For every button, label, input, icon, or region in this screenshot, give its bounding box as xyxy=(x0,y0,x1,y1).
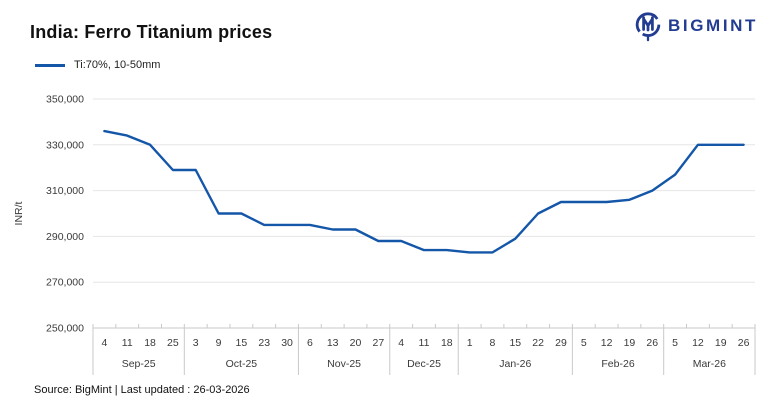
x-date-label: 13 xyxy=(327,337,339,349)
x-date-label: 5 xyxy=(581,337,587,349)
x-month-label: Mar-26 xyxy=(693,358,726,370)
x-date-label: 27 xyxy=(373,337,385,349)
bigmint-logo-icon xyxy=(633,10,663,42)
x-date-label: 29 xyxy=(555,337,567,349)
x-month-label: Jan-26 xyxy=(499,358,531,370)
x-date-label: 3 xyxy=(193,337,199,349)
y-tick-label: 350,000 xyxy=(46,94,84,106)
x-date-label: 6 xyxy=(307,337,313,349)
x-date-label: 20 xyxy=(350,337,362,349)
x-date-label: 1 xyxy=(467,337,473,349)
y-axis-title: INR/t xyxy=(13,201,25,225)
x-date-label: 8 xyxy=(490,337,496,349)
x-date-label: 30 xyxy=(281,337,293,349)
y-tick-label: 250,000 xyxy=(46,323,84,335)
x-date-label: 26 xyxy=(646,337,658,349)
x-date-label: 4 xyxy=(398,337,404,349)
legend-line-swatch xyxy=(35,63,65,67)
brand-logo: BIGMINT xyxy=(633,10,758,42)
x-month-label: Nov-25 xyxy=(327,358,361,370)
y-tick-label: 290,000 xyxy=(46,231,84,243)
x-date-label: 15 xyxy=(509,337,521,349)
x-date-label: 22 xyxy=(532,337,544,349)
x-date-label: 18 xyxy=(144,337,156,349)
x-date-label: 11 xyxy=(419,337,430,349)
x-date-label: 12 xyxy=(692,337,704,349)
y-tick-label: 330,000 xyxy=(46,139,84,151)
x-month-label: Oct-25 xyxy=(226,358,258,370)
legend-series-label: Ti:70%, 10-50mm xyxy=(74,59,161,71)
price-series-line xyxy=(103,129,745,254)
page-title: India: Ferro Titanium prices xyxy=(30,22,273,42)
x-date-label: 5 xyxy=(672,337,678,349)
x-date-label: 19 xyxy=(624,337,636,349)
x-date-label: 15 xyxy=(236,337,248,349)
x-month-label: Dec-25 xyxy=(407,358,441,370)
x-date-label: 23 xyxy=(258,337,270,349)
x-date-label: 18 xyxy=(441,337,453,349)
x-date-label: 26 xyxy=(738,337,750,349)
source-note: Source: BigMint | Last updated : 26-03-2… xyxy=(34,384,250,396)
x-month-label: Sep-25 xyxy=(122,358,156,370)
x-date-label: 25 xyxy=(167,337,179,349)
x-date-label: 9 xyxy=(216,337,222,349)
x-date-label: 4 xyxy=(101,337,107,349)
x-date-label: 11 xyxy=(122,337,133,349)
x-date-label: 19 xyxy=(715,337,727,349)
brand-name: BIGMINT xyxy=(668,16,758,35)
y-tick-label: 310,000 xyxy=(46,185,84,197)
chart-legend[interactable]: Ti:70%, 10-50mm xyxy=(35,59,160,71)
x-month-label: Feb-26 xyxy=(601,358,634,370)
y-tick-label: 270,000 xyxy=(46,277,84,289)
x-date-label: 12 xyxy=(601,337,613,349)
